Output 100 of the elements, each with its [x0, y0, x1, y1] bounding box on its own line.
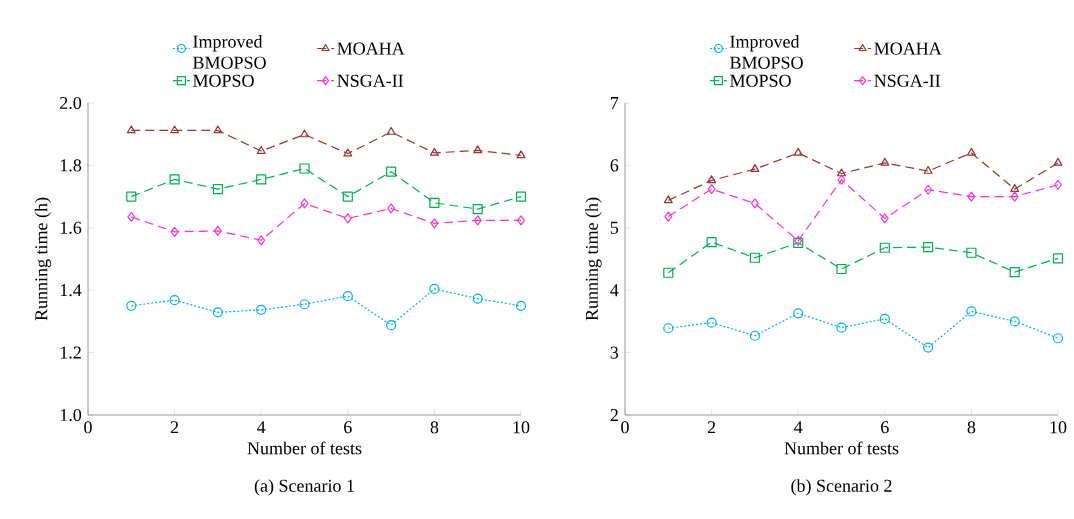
- x-tick-label: 8: [967, 421, 976, 434]
- legend-label: MOPSO: [730, 74, 791, 87]
- point: [879, 313, 890, 325]
- y-tick-label: 6: [610, 159, 619, 172]
- point: [793, 147, 803, 156]
- point: [126, 191, 137, 202]
- point: [923, 242, 934, 253]
- point: [515, 191, 527, 202]
- point: [966, 306, 977, 317]
- point: [663, 267, 674, 278]
- y-tick-label: 2: [610, 409, 618, 421]
- point: [342, 291, 353, 302]
- x-tick-label: 10: [513, 421, 530, 434]
- point: [663, 323, 674, 334]
- point: [472, 293, 483, 304]
- point: [924, 184, 933, 195]
- point: [299, 163, 310, 174]
- point: [257, 235, 266, 246]
- text: (a) Scenario 1: [254, 479, 354, 496]
- x-tick-label: 4: [257, 421, 266, 434]
- y-tick-label: 3: [610, 346, 619, 359]
- point: [749, 330, 761, 341]
- point: [429, 283, 440, 295]
- point: [386, 320, 397, 331]
- point: [1052, 333, 1064, 344]
- x-axis-title: Number of tests: [247, 441, 362, 455]
- point: [213, 225, 222, 237]
- point: [880, 213, 889, 224]
- point: [750, 198, 759, 209]
- point: [966, 247, 977, 258]
- point: [1052, 253, 1064, 264]
- point: [300, 129, 309, 138]
- x-tick-label: 0: [621, 421, 629, 434]
- point: [706, 237, 717, 248]
- point: [170, 125, 180, 134]
- x-tick-label: 6: [344, 421, 352, 434]
- y-tick-label: 5: [610, 221, 619, 234]
- point: [515, 300, 527, 311]
- point: [836, 322, 847, 333]
- legend-label: Improved BMOPSO: [193, 35, 266, 69]
- point: [516, 150, 526, 159]
- point: [966, 147, 976, 156]
- point: [749, 252, 761, 263]
- point: [1010, 191, 1019, 202]
- legend-label: NSGA-II: [874, 74, 941, 87]
- point: [706, 317, 717, 328]
- legend-label: MOAHA: [337, 42, 405, 55]
- point: [430, 218, 439, 229]
- point: [793, 308, 804, 319]
- point: [967, 191, 976, 202]
- y-tick-label: 1.2: [60, 346, 81, 359]
- point: [212, 184, 223, 195]
- point: [880, 157, 890, 166]
- point: [707, 184, 716, 195]
- point: [1009, 267, 1020, 278]
- point: [127, 211, 136, 222]
- point: [923, 165, 933, 174]
- y-tick-label: 2.0: [60, 96, 82, 110]
- x-tick-label: 10: [1050, 421, 1067, 434]
- y-tick-label: 1.8: [60, 159, 82, 172]
- x-tick-label: 2: [170, 421, 179, 434]
- point: [256, 304, 267, 315]
- y-tick-label: 1.0: [60, 408, 82, 422]
- point: [836, 263, 847, 275]
- point: [664, 211, 673, 222]
- point: [212, 307, 223, 318]
- y-axis-title: Running time (h): [585, 197, 602, 321]
- point: [923, 342, 934, 353]
- point: [256, 174, 267, 185]
- point: [170, 226, 179, 237]
- point: [750, 164, 760, 172]
- point: [343, 213, 352, 224]
- point: [299, 299, 310, 310]
- point: [707, 175, 717, 184]
- x-tick-label: 4: [794, 421, 803, 434]
- point: [879, 242, 890, 253]
- point: [517, 215, 525, 226]
- point: [837, 174, 846, 185]
- point: [169, 295, 180, 306]
- point: [256, 145, 266, 154]
- point: [429, 197, 440, 208]
- point: [343, 148, 353, 157]
- point: [429, 147, 439, 156]
- point: [386, 166, 397, 177]
- point: [300, 198, 309, 209]
- legend-label: MOPSO: [193, 74, 254, 87]
- text: (b) Scenario 2: [791, 479, 892, 496]
- point: [169, 174, 180, 185]
- point: [837, 168, 847, 177]
- point: [663, 195, 673, 204]
- x-tick-label: 6: [881, 421, 889, 434]
- point: [1009, 316, 1020, 327]
- point: [386, 126, 396, 135]
- point: [1053, 157, 1063, 166]
- y-tick-label: 1.6: [60, 221, 82, 234]
- y-tick-label: 7: [611, 97, 619, 109]
- x-axis-title: Number of tests: [784, 441, 899, 455]
- legend-label: NSGA-II: [337, 74, 404, 87]
- x-tick-label: 8: [430, 421, 439, 434]
- point: [473, 215, 482, 226]
